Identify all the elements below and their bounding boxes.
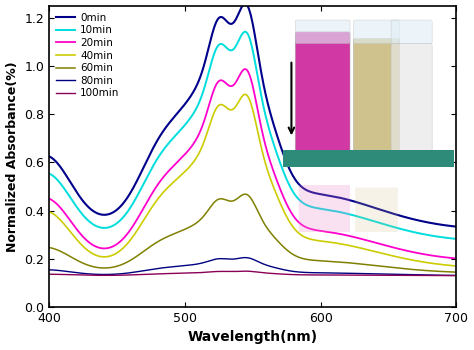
60min (306, 258, 312, 262)
40min (454, 264, 459, 268)
100min (454, 273, 459, 278)
10min (294, 195, 300, 199)
100min (306, 273, 312, 277)
0min (71, 186, 77, 190)
Y-axis label: Normalized Absorbance(%): Normalized Absorbance(%) (6, 61, 18, 252)
40min (356, 245, 361, 250)
60min (71, 257, 77, 261)
80min (243, 256, 248, 260)
0min (294, 180, 300, 184)
Line: 100min: 100min (49, 271, 456, 275)
20min (454, 256, 459, 260)
10min (398, 227, 403, 231)
100min (356, 273, 361, 277)
80min (454, 273, 459, 278)
0min (454, 225, 459, 229)
60min (454, 270, 459, 274)
60min (294, 254, 300, 259)
20min (243, 67, 248, 71)
Line: 20min: 20min (49, 69, 456, 258)
10min (306, 204, 312, 208)
X-axis label: Wavelength(nm): Wavelength(nm) (188, 330, 318, 344)
60min (283, 247, 289, 251)
100min (71, 273, 77, 277)
80min (294, 270, 300, 274)
20min (356, 236, 361, 240)
60min (46, 245, 52, 250)
60min (243, 192, 248, 196)
10min (356, 215, 361, 219)
10min (283, 176, 289, 180)
100min (294, 273, 300, 277)
80min (356, 271, 361, 275)
Line: 0min: 0min (49, 4, 456, 227)
20min (306, 226, 312, 231)
40min (46, 210, 52, 214)
Line: 80min: 80min (49, 258, 456, 275)
80min (71, 270, 77, 274)
0min (398, 214, 403, 218)
20min (398, 247, 403, 251)
40min (283, 214, 289, 218)
0min (356, 201, 361, 205)
20min (283, 201, 289, 205)
Line: 60min: 60min (49, 194, 456, 272)
40min (294, 229, 300, 233)
40min (243, 92, 248, 97)
20min (294, 218, 300, 222)
100min (398, 273, 403, 278)
20min (46, 197, 52, 201)
40min (71, 234, 77, 238)
60min (356, 262, 361, 266)
80min (306, 271, 312, 275)
10min (243, 30, 248, 34)
100min (243, 269, 248, 273)
60min (398, 266, 403, 271)
80min (398, 272, 403, 276)
40min (306, 237, 312, 241)
Line: 40min: 40min (49, 94, 456, 266)
0min (283, 159, 289, 163)
100min (283, 272, 289, 276)
40min (398, 256, 403, 260)
10min (454, 237, 459, 241)
80min (46, 268, 52, 272)
0min (306, 189, 312, 194)
10min (71, 201, 77, 205)
80min (283, 268, 289, 272)
0min (243, 2, 248, 6)
0min (46, 154, 52, 159)
20min (71, 224, 77, 228)
Line: 10min: 10min (49, 32, 456, 239)
Legend: 0min, 10min, 20min, 40min, 60min, 80min, 100min: 0min, 10min, 20min, 40min, 60min, 80min,… (54, 11, 122, 100)
100min (46, 272, 52, 276)
10min (46, 172, 52, 176)
